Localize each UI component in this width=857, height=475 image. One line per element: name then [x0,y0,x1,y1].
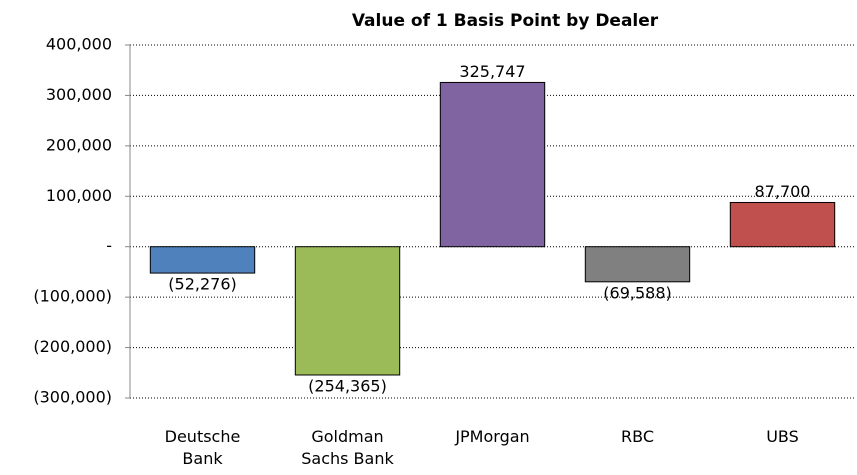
y-tick-label: - [106,236,112,255]
x-tick-label: Goldman Sachs Bank [301,427,394,468]
data-label: (69,588) [603,283,671,302]
bar [729,201,836,248]
bar [294,246,401,376]
y-tick-label: 300,000 [46,85,112,104]
data-label: (254,365) [308,376,387,395]
x-tick-label: RBC [621,427,654,446]
y-tick-label: 100,000 [46,186,112,205]
y-tick-label: 200,000 [46,135,112,154]
x-tick-label: JPMorgan [455,427,530,446]
y-tick-label: (100,000) [33,287,112,306]
data-label: (52,276) [168,275,236,294]
bar [584,246,691,283]
data-label: 325,747 [459,62,525,81]
y-tick-label: 400,000 [46,35,112,54]
bar [439,81,546,248]
x-tick-label: UBS [766,427,799,446]
y-tick-label: (300,000) [33,388,112,407]
y-tick-label: (200,000) [33,337,112,356]
data-label: 87,700 [755,182,811,201]
chart-title: Value of 1 Basis Point by Dealer [352,11,659,31]
bar [149,246,256,274]
x-tick-label: Deutsche Bank [164,427,241,468]
